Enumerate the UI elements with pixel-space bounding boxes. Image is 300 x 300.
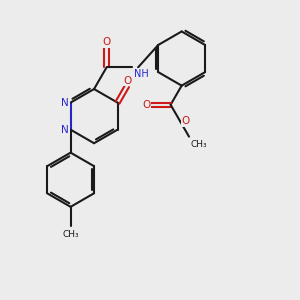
Text: O: O [142,100,150,110]
Text: N: N [61,125,69,135]
Text: NH: NH [134,69,149,79]
Text: O: O [182,116,190,126]
Text: O: O [102,37,111,47]
Text: N: N [61,98,69,108]
Text: CH₃: CH₃ [62,230,79,239]
Text: CH₃: CH₃ [190,140,207,149]
Text: O: O [124,76,132,86]
